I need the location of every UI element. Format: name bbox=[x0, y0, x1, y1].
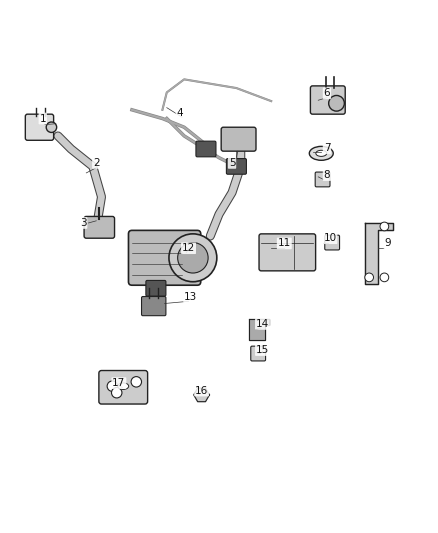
Text: 16: 16 bbox=[195, 385, 208, 395]
FancyBboxPatch shape bbox=[315, 172, 330, 187]
Ellipse shape bbox=[316, 150, 327, 156]
FancyBboxPatch shape bbox=[146, 280, 166, 296]
FancyBboxPatch shape bbox=[251, 346, 265, 361]
Circle shape bbox=[46, 122, 57, 133]
Text: 3: 3 bbox=[80, 218, 87, 228]
FancyBboxPatch shape bbox=[259, 234, 316, 271]
Circle shape bbox=[380, 273, 389, 282]
FancyBboxPatch shape bbox=[325, 235, 339, 250]
Circle shape bbox=[365, 273, 374, 282]
FancyBboxPatch shape bbox=[196, 141, 216, 157]
Text: 9: 9 bbox=[385, 238, 391, 248]
Ellipse shape bbox=[118, 383, 129, 390]
Circle shape bbox=[328, 95, 344, 111]
Text: 14: 14 bbox=[256, 319, 269, 329]
Text: 13: 13 bbox=[184, 292, 198, 302]
Circle shape bbox=[131, 377, 141, 387]
Text: 8: 8 bbox=[324, 170, 330, 180]
FancyBboxPatch shape bbox=[226, 158, 247, 174]
FancyBboxPatch shape bbox=[311, 86, 345, 114]
Text: 10: 10 bbox=[323, 233, 336, 243]
Circle shape bbox=[169, 234, 217, 282]
FancyBboxPatch shape bbox=[141, 296, 166, 316]
Text: 5: 5 bbox=[229, 158, 235, 168]
FancyBboxPatch shape bbox=[99, 370, 148, 404]
FancyBboxPatch shape bbox=[221, 127, 256, 151]
Text: 6: 6 bbox=[324, 88, 330, 98]
Text: 7: 7 bbox=[324, 143, 330, 153]
Text: 1: 1 bbox=[39, 114, 46, 124]
Polygon shape bbox=[250, 319, 269, 341]
FancyBboxPatch shape bbox=[128, 230, 201, 285]
FancyBboxPatch shape bbox=[25, 114, 53, 140]
Polygon shape bbox=[194, 388, 209, 402]
Text: 15: 15 bbox=[256, 345, 269, 355]
Text: 4: 4 bbox=[177, 108, 183, 118]
Circle shape bbox=[178, 243, 208, 273]
Circle shape bbox=[107, 381, 117, 391]
Text: 12: 12 bbox=[182, 243, 195, 253]
Circle shape bbox=[380, 222, 389, 231]
Circle shape bbox=[112, 387, 122, 398]
FancyBboxPatch shape bbox=[84, 216, 115, 238]
Text: 2: 2 bbox=[93, 158, 99, 168]
Ellipse shape bbox=[309, 147, 333, 160]
Text: 11: 11 bbox=[278, 238, 291, 248]
Text: 17: 17 bbox=[112, 378, 126, 388]
Polygon shape bbox=[365, 223, 393, 284]
